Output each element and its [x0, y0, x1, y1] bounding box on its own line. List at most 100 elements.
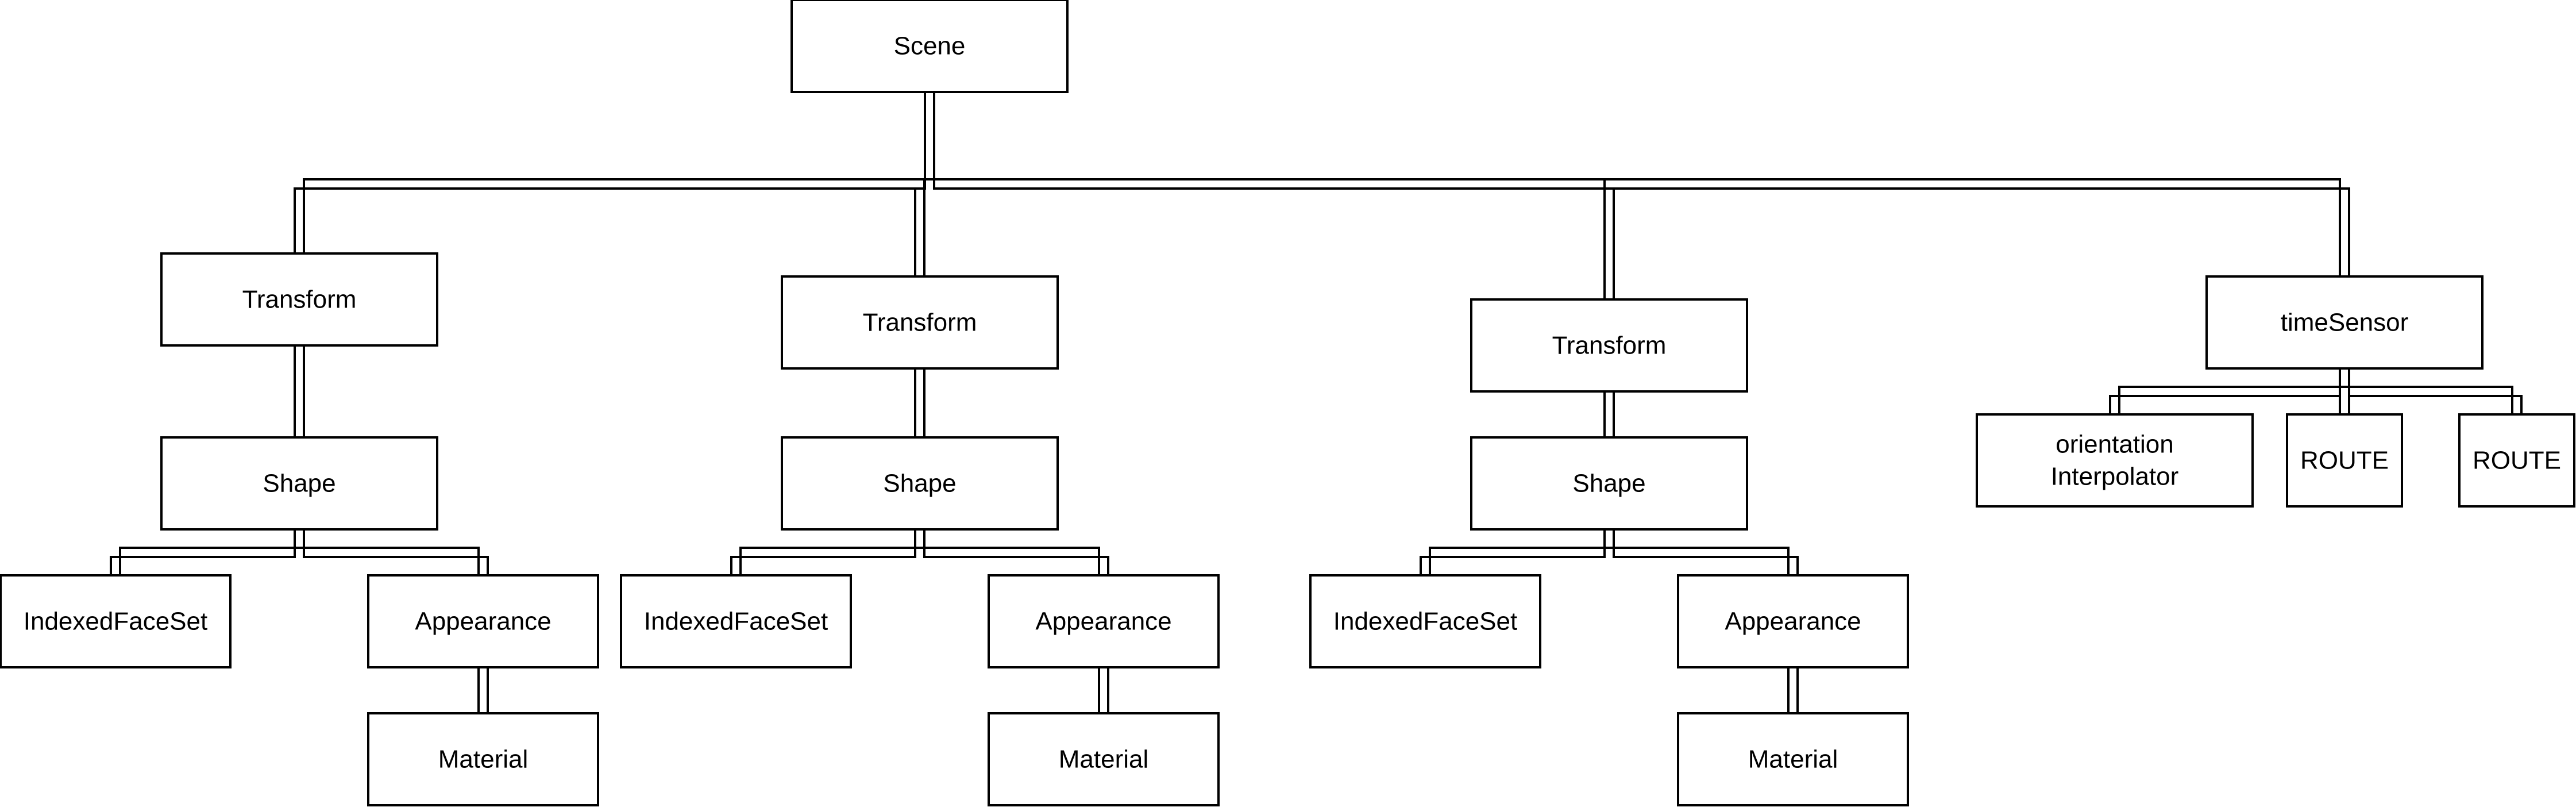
node-box [1976, 413, 2254, 508]
node-label-route: ROUTE [2300, 447, 2389, 475]
edge-time-sensor-to-route-2 [2339, 368, 2523, 414]
edge-shape-3-to-appearance-3 [1603, 529, 1799, 575]
connector-line [933, 92, 2350, 276]
connector-line [1603, 529, 1790, 575]
edge-time-sensor-to-orientation-interpolator [2109, 368, 2350, 414]
connector-line [2118, 368, 2350, 414]
edge-scene-to-time-sensor [924, 92, 2350, 276]
edge-appearance-1-to-material-1 [477, 667, 489, 713]
node-box [160, 436, 438, 531]
node-box [1470, 298, 1748, 393]
node-box [1677, 712, 1909, 806]
node-label-appearance: Appearance [1035, 608, 1171, 636]
node-box [2205, 275, 2484, 370]
node-indexed-face-set-1: IndexedFaceSet [0, 574, 232, 668]
connector-line [924, 92, 2341, 276]
node-material-3: Material [1677, 712, 1909, 806]
edge-transform-3-to-shape-3 [1603, 391, 1615, 437]
connector-line [914, 529, 1100, 575]
node-label-indexedfaceset: IndexedFaceSet [24, 608, 207, 636]
node-label-appearance: Appearance [1725, 608, 1861, 636]
edge-time-sensor-to-route-1 [2339, 368, 2350, 414]
node-label-interpolator: Interpolator [2051, 463, 2179, 491]
node-label-transform: Transform [242, 286, 357, 314]
node-label-timesensor: timeSensor [2281, 309, 2409, 337]
node-shape-1: Shape [160, 436, 438, 531]
node-time-sensor: timeSensor [2205, 275, 2484, 370]
node-material-2: Material [988, 712, 1220, 806]
connector-line [303, 92, 935, 253]
node-label-shape: Shape [1572, 470, 1645, 498]
node-box [367, 574, 599, 668]
node-label-material: Material [1059, 745, 1149, 774]
node-appearance-2: Appearance [988, 574, 1220, 668]
node-label-material: Material [438, 745, 529, 774]
connector-line [2109, 368, 2341, 414]
node-box [1470, 436, 1748, 531]
node-transform-2: Transform [781, 275, 1059, 370]
edge-appearance-2-to-material-2 [1098, 667, 1109, 713]
node-route-1: ROUTE [2286, 413, 2403, 508]
connector-line [294, 92, 926, 253]
edge-appearance-3-to-material-3 [1787, 667, 1799, 713]
edge-transform-1-to-shape-1 [294, 345, 305, 437]
edge-shape-2-to-indexed-face-set-2 [730, 529, 925, 575]
node-box [988, 712, 1220, 806]
edge-shape-3-to-indexed-face-set-3 [1420, 529, 1615, 575]
connector-line [730, 529, 916, 575]
node-box [781, 275, 1059, 370]
connector-line [2348, 368, 2523, 414]
edges-layer [110, 92, 2523, 713]
node-indexed-face-set-3: IndexedFaceSet [1309, 574, 1541, 668]
node-label-indexedfaceset: IndexedFaceSet [644, 608, 828, 636]
edge-scene-to-transform-3 [924, 92, 1615, 299]
connector-line [2339, 368, 2513, 414]
connector-line [119, 529, 305, 575]
connector-line [923, 529, 1109, 575]
node-box [1309, 574, 1541, 668]
edge-shape-1-to-indexed-face-set-1 [110, 529, 305, 575]
connector-line [303, 529, 489, 575]
node-label-appearance: Appearance [415, 608, 551, 636]
node-box [1677, 574, 1909, 668]
node-box [620, 574, 852, 668]
node-material-1: Material [367, 712, 599, 806]
connector-line [924, 92, 1606, 299]
node-route-2: ROUTE [2458, 413, 2575, 508]
edge-transform-2-to-shape-2 [914, 368, 925, 437]
node-appearance-1: Appearance [367, 574, 599, 668]
node-box [367, 712, 599, 806]
connector-line [1429, 529, 1615, 575]
node-label-transform: Transform [863, 309, 977, 337]
node-box [160, 252, 438, 347]
node-label-material: Material [1748, 745, 1838, 774]
node-box [790, 0, 1069, 93]
node-label-transform: Transform [1552, 332, 1667, 360]
node-label-orientation: orientation [2056, 431, 2173, 459]
node-transform-3: Transform [1470, 298, 1748, 393]
node-box [2286, 413, 2403, 508]
connector-line [110, 529, 296, 575]
node-label-route: ROUTE [2473, 447, 2561, 475]
connector-line [1613, 529, 1799, 575]
node-transform-1: Transform [160, 252, 438, 347]
node-indexed-face-set-2: IndexedFaceSet [620, 574, 852, 668]
node-label-scene: Scene [894, 32, 966, 60]
node-box [781, 436, 1059, 531]
node-label-indexedfaceset: IndexedFaceSet [1333, 608, 1517, 636]
node-label-shape: Shape [883, 470, 956, 498]
connector-line [933, 92, 1615, 299]
node-box [0, 574, 232, 668]
edge-scene-to-transform-1 [294, 92, 935, 253]
node-label-shape: Shape [263, 470, 336, 498]
connector-line [739, 529, 925, 575]
connector-line [294, 529, 480, 575]
connector-line [1420, 529, 1606, 575]
node-shape-2: Shape [781, 436, 1059, 531]
edge-shape-2-to-appearance-2 [914, 529, 1109, 575]
node-appearance-3: Appearance [1677, 574, 1909, 668]
node-scene: Scene [790, 0, 1069, 93]
node-orientation-interpolator: orientation Interpolator [1976, 413, 2254, 508]
